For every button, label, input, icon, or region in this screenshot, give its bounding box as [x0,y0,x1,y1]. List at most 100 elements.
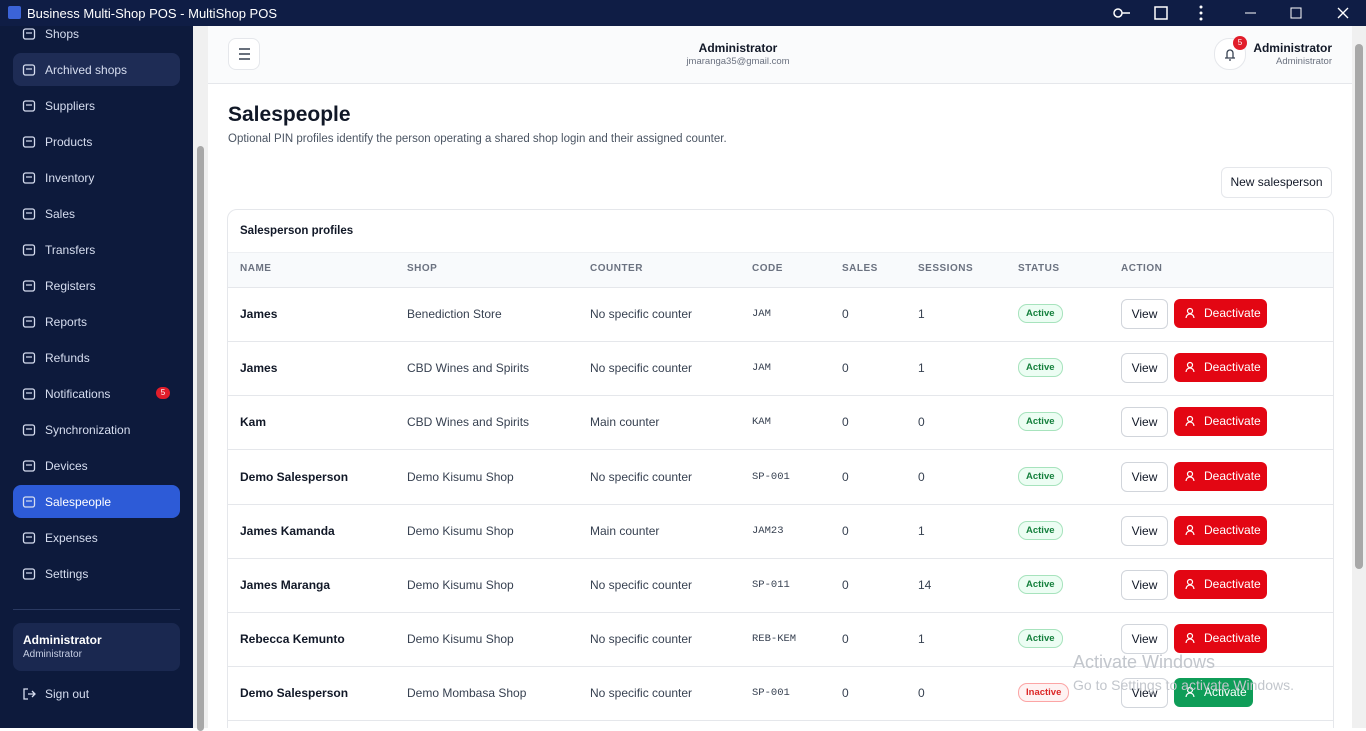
nav-label: Notifications [45,387,111,401]
table-row: Rebecca Kemunto Demo Kisumu Shop No specif… [228,612,1333,668]
status-badge: Inactive [1018,683,1070,703]
salesperson-name: Kam [240,415,267,430]
sessions: 1 [918,307,925,321]
icon [22,208,36,220]
nav-item[interactable]: Registers [13,269,180,302]
nav-item[interactable]: Devices [13,449,180,482]
code: SP-011 [752,579,790,591]
new-salesperson-button[interactable]: New salesperson [1221,167,1332,198]
app-icon [8,6,21,19]
header-user: Administrator [698,41,778,55]
deactivate-button[interactable]: Deactivate [1174,299,1267,328]
counter: No specific counter [590,578,693,592]
sidebar: Shops Archived shops Suppliers Products Inve… [0,26,193,728]
salesperson-name: James Kamanda [240,523,335,538]
sessions: 1 [918,361,925,376]
sales: 0 [842,523,849,538]
code: JAM [752,308,771,320]
status-badge: Active [1018,358,1063,378]
nav-item[interactable]: Settings [13,557,180,590]
table-row: James CBD Wines and Spirits No specific co… [228,341,1333,397]
nav-item[interactable]: Expenses [13,521,180,554]
nav-item[interactable]: Synchronization [13,413,180,446]
table-row: James Benediction Store No specific counte… [228,287,1333,342]
nav-item[interactable]: Inventory [13,161,180,194]
deactivate-button[interactable]: Deactivate [1174,407,1267,437]
code: JAM [752,362,771,375]
user-name: Administrator [23,633,102,647]
view-button[interactable]: View [1121,570,1168,600]
menu-button[interactable] [228,38,260,70]
user-role: Administrator [23,649,82,660]
nav-item[interactable]: Transfers [13,233,180,266]
table-row: James Kamanda Demo Kisumu Shop Main counte… [228,504,1333,559]
nav-label: Reports [45,315,88,329]
nav-item[interactable]: Sales [13,197,180,230]
salesperson-name: James [240,361,278,376]
nav-item[interactable]: Suppliers [13,89,180,122]
counter: Main counter [590,523,660,538]
nav-item[interactable]: Salespeople [13,485,180,518]
sales: 0 [842,469,849,484]
deactivate-button[interactable]: Deactivate [1174,461,1267,491]
view-button[interactable]: View [1121,624,1168,655]
sign-out[interactable]: Sign out [13,677,180,710]
nav-label: Products [45,135,93,149]
deactivate-button[interactable]: Deactivate [1174,624,1267,654]
scrollbar[interactable] [1352,26,1366,728]
nav-item[interactable]: Refunds [13,341,180,374]
code: JAM23 [752,524,784,537]
status-badge: Active [1018,575,1063,594]
shop: Demo Kisumu Shop [407,632,514,647]
view-button[interactable]: View [1121,515,1168,546]
view-button[interactable]: View [1121,407,1168,438]
icon [22,28,36,40]
deactivate-button[interactable]: Deactivate [1174,570,1267,599]
sales: 0 [842,578,849,592]
nav-item[interactable]: Archived shops [13,53,180,86]
icon [22,568,36,580]
table-card: Salesperson profiles NAME SHOP COUNTER CODE… [227,209,1334,728]
nav-item[interactable]: Notifications 5 [13,377,180,410]
icon [22,280,36,292]
nav-label: Refunds [45,351,90,365]
nav-label: Synchronization [45,423,131,437]
column-header: CODE [752,263,783,274]
window-controls[interactable] [1110,4,1350,22]
view-button[interactable]: View [1121,353,1168,384]
sessions: 14 [918,578,932,592]
nav-item[interactable]: Shops [13,26,180,50]
counter: No specific counter [590,469,693,484]
counter: Main counter [590,415,660,430]
action-label: Deactivate [1204,306,1261,320]
action-label: Deactivate [1204,631,1261,646]
column-header: SHOP [407,263,438,274]
view-button[interactable]: View [1121,461,1168,492]
sessions: 0 [918,415,925,430]
table-row: Kam CBD Wines and Spirits Main counter KAM 0… [228,395,1333,451]
top-header: Administrator jmaranga35@gmail.com 5 Adm… [208,26,1352,84]
status-badge: Active [1018,412,1063,432]
notification-count: 5 [1233,36,1247,50]
view-button[interactable]: View [1121,678,1168,709]
icon [22,172,36,184]
nav-label: Suppliers [45,99,96,113]
nav-badge: 5 [156,387,170,399]
shop: Benediction Store [407,307,502,321]
nav-label: Inventory [45,171,95,185]
view-button[interactable]: View [1121,299,1168,329]
nav-label: Archived shops [45,63,128,77]
nav-item[interactable]: Products [13,125,180,158]
nav-item[interactable]: Reports [13,305,180,338]
action-label: Deactivate [1204,414,1261,429]
deactivate-button[interactable]: Deactivate [1174,515,1267,545]
activate-button[interactable]: Activate [1174,678,1253,708]
counter: No specific counter [590,632,693,647]
sales: 0 [842,632,849,647]
code: REB-KEM [752,633,797,646]
notifications-button[interactable]: 5 [1214,36,1247,70]
icon [22,424,36,436]
scrollbar[interactable] [193,26,208,731]
deactivate-button[interactable]: Deactivate [1174,353,1267,383]
